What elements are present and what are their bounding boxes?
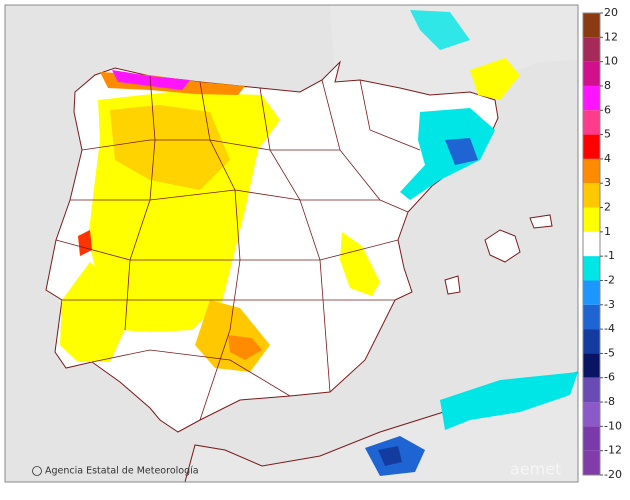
colorbar-label: -10 bbox=[604, 419, 622, 432]
colorbar-segment bbox=[583, 353, 600, 378]
colorbar: 20 12 10 8 6 5 4 3 2 1 -1 -2 -3 -4 -5 -6 -8 -10 -12 -20 bbox=[582, 6, 622, 481]
colorbar-segment bbox=[583, 37, 600, 62]
colorbar-segment bbox=[583, 110, 600, 135]
colorbar-label: -4 bbox=[604, 322, 615, 335]
colorbar-label: -12 bbox=[604, 444, 622, 457]
colorbar-label: -8 bbox=[604, 395, 615, 408]
colorbar-segment bbox=[583, 207, 600, 232]
anomaly-negative bbox=[410, 10, 470, 50]
colorbar-label: -5 bbox=[604, 346, 615, 359]
colorbar-label: -2 bbox=[604, 273, 615, 286]
colorbar-segment bbox=[583, 377, 600, 403]
anomaly-positive bbox=[228, 335, 262, 360]
colorbar-label: 3 bbox=[604, 176, 611, 189]
colorbar-label: 5 bbox=[604, 128, 611, 141]
colorbar-label: 12 bbox=[604, 30, 618, 43]
colorbar-segment bbox=[583, 61, 600, 86]
colorbar-segment bbox=[583, 183, 600, 208]
colorbar-segment bbox=[583, 134, 600, 159]
colorbar-label: 4 bbox=[604, 152, 611, 165]
credit: Agencia Estatal de Meteorología bbox=[45, 466, 199, 477]
anomaly-positive bbox=[78, 230, 92, 256]
anomaly-positive bbox=[470, 58, 520, 100]
colorbar-label: 20 bbox=[604, 6, 618, 19]
colorbar-segment bbox=[583, 450, 600, 475]
france bbox=[330, 5, 578, 100]
anomaly-negative bbox=[378, 446, 402, 466]
province-borders bbox=[55, 75, 421, 421]
colorbar-segment bbox=[583, 329, 600, 354]
watermark: aemet bbox=[510, 460, 561, 479]
colorbar-segment bbox=[583, 280, 600, 305]
colorbar-segment bbox=[583, 304, 600, 330]
colorbar-label: 8 bbox=[604, 79, 611, 92]
map-frame bbox=[4, 4, 579, 483]
colorbar-segment bbox=[583, 85, 600, 111]
colorbar-segment bbox=[583, 158, 600, 184]
colorbar-label: -1 bbox=[604, 249, 615, 262]
colorbar-segment bbox=[583, 426, 600, 451]
anomaly-negative bbox=[400, 108, 495, 200]
anomaly-positive bbox=[110, 105, 230, 190]
colorbar-label: 10 bbox=[604, 55, 618, 68]
colorbar-label: 2 bbox=[604, 201, 611, 214]
menorca bbox=[529, 214, 553, 229]
anomaly-positive bbox=[340, 232, 380, 296]
mallorca bbox=[484, 229, 521, 263]
credit-logo bbox=[32, 466, 42, 476]
colorbar-frame bbox=[582, 12, 601, 476]
map: Agencia Estatal de Meteorología aemet bbox=[5, 5, 578, 482]
anomaly-positive bbox=[60, 262, 130, 362]
anomaly-negative bbox=[440, 372, 578, 430]
colorbar-segment bbox=[583, 231, 600, 257]
colorbar-segment bbox=[583, 13, 600, 38]
colorbar-segment bbox=[583, 256, 600, 281]
ibiza bbox=[444, 275, 461, 295]
anomaly-positive bbox=[112, 70, 190, 90]
colorbar-label: 1 bbox=[604, 225, 611, 238]
colorbar-segment bbox=[583, 402, 600, 427]
colorbar-label: -6 bbox=[604, 371, 615, 384]
colorbar-label: 6 bbox=[604, 103, 611, 116]
colorbar-label: -20 bbox=[604, 468, 622, 481]
colorbar-label: -3 bbox=[604, 298, 615, 311]
anomaly-negative bbox=[445, 138, 478, 165]
